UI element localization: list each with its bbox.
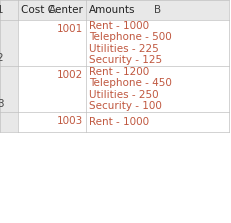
Bar xyxy=(86,66,229,112)
Text: Rent - 1000: Rent - 1000 xyxy=(89,21,149,31)
Text: Security - 125: Security - 125 xyxy=(89,55,162,65)
Text: 1001: 1001 xyxy=(57,24,83,34)
Bar xyxy=(0,66,18,112)
Text: Rent - 1200: Rent - 1200 xyxy=(89,67,149,77)
Text: 3: 3 xyxy=(0,99,3,109)
Text: Telephone - 450: Telephone - 450 xyxy=(89,78,172,88)
Text: A: A xyxy=(49,5,56,15)
Bar xyxy=(18,112,86,132)
Bar xyxy=(86,0,229,20)
Text: 1003: 1003 xyxy=(57,116,83,126)
Bar xyxy=(0,112,18,132)
Bar xyxy=(0,20,18,66)
Bar xyxy=(18,20,86,66)
Text: 1002: 1002 xyxy=(57,70,83,80)
Text: 2: 2 xyxy=(0,53,3,63)
Text: Rent - 1000: Rent - 1000 xyxy=(89,117,149,127)
Bar xyxy=(86,20,229,66)
Text: 1: 1 xyxy=(0,5,3,15)
Text: Utilities - 225: Utilities - 225 xyxy=(89,44,159,54)
Bar xyxy=(86,112,229,132)
Text: Utilities - 250: Utilities - 250 xyxy=(89,90,159,100)
Text: Telephone - 500: Telephone - 500 xyxy=(89,32,172,42)
Bar xyxy=(18,0,86,20)
Text: Amounts: Amounts xyxy=(89,5,136,15)
Text: B: B xyxy=(154,5,161,15)
Text: Cost Center: Cost Center xyxy=(21,5,83,15)
Bar xyxy=(0,0,18,20)
Text: Security - 100: Security - 100 xyxy=(89,101,162,111)
Bar xyxy=(18,66,86,112)
